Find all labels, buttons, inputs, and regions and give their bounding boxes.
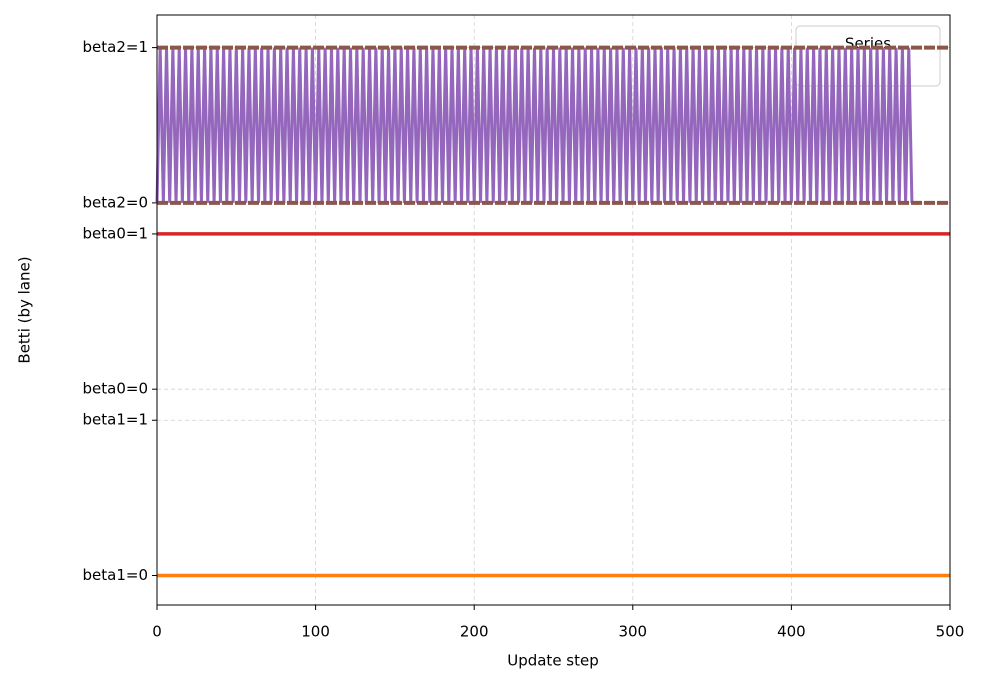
y-tick-label: beta0=0 — [83, 380, 148, 398]
x-tick-label: 0 — [152, 623, 162, 641]
x-tick-label: 500 — [936, 623, 965, 641]
y-tick-label: beta2=1 — [83, 38, 148, 56]
y-tick-label: beta2=0 — [83, 193, 148, 211]
y-axis-label: Betti (by lane) — [16, 256, 34, 363]
y-tick-label: beta0=1 — [83, 224, 148, 242]
x-tick-label: 200 — [460, 623, 489, 641]
y-tick-label: beta1=0 — [83, 566, 148, 584]
plot-frame — [156, 14, 951, 606]
y-tick-label: beta1=1 — [83, 411, 148, 429]
x-tick-label: 400 — [777, 623, 806, 641]
x-tick-label: 100 — [301, 623, 330, 641]
x-tick-label: 300 — [618, 623, 647, 641]
x-axis-label: Update step — [507, 652, 599, 670]
